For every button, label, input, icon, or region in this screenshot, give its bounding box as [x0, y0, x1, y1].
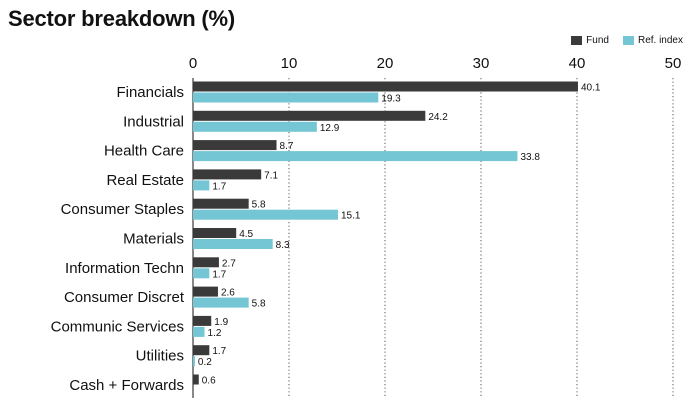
value-label-ref-index: 15.1	[341, 211, 361, 222]
x-tick-label: 20	[377, 55, 394, 72]
category-label: Industrial	[123, 113, 184, 130]
category-label: Financials	[116, 84, 184, 101]
x-tick-label: 30	[473, 55, 490, 72]
value-label-fund: 2.6	[221, 288, 235, 299]
value-label-fund: 1.9	[214, 317, 228, 328]
value-label-fund: 2.7	[222, 258, 236, 269]
bar-fund	[193, 198, 249, 209]
category-label: Communic Services	[51, 318, 184, 335]
bar-ref-index	[193, 92, 379, 103]
bar-fund	[193, 286, 218, 297]
value-label-fund: 8.7	[280, 141, 294, 152]
bar-ref-index	[193, 209, 338, 220]
category-label: Consumer Discret	[64, 289, 185, 306]
value-label-ref-index: 0.2	[198, 357, 212, 368]
x-tick-label: 0	[189, 55, 197, 72]
legend-label-fund: Fund	[586, 35, 609, 46]
legend-item-fund: Fund	[571, 35, 609, 46]
bar-ref-index	[193, 297, 249, 308]
legend-item-ref-index: Ref. index	[622, 35, 683, 46]
bar-ref-index	[193, 151, 518, 162]
value-label-fund: 5.8	[252, 200, 266, 211]
value-label-ref-index: 19.3	[381, 94, 401, 105]
category-label: Cash + Forwards	[69, 377, 184, 394]
category-label: Real Estate	[106, 172, 184, 189]
x-tick-label: 40	[569, 55, 586, 72]
bar-fund	[193, 345, 210, 356]
x-tick-label: 50	[665, 55, 682, 72]
chart-legend: Fund Ref. index	[571, 35, 683, 46]
value-label-ref-index: 5.8	[252, 299, 266, 310]
category-label: Consumer Staples	[61, 201, 184, 218]
value-label-ref-index: 1.2	[208, 328, 222, 339]
bar-fund	[193, 257, 219, 268]
bar-ref-index	[193, 356, 195, 367]
bar-ref-index	[193, 268, 210, 279]
value-label-fund: 1.7	[212, 346, 226, 357]
value-label-ref-index: 1.7	[212, 269, 226, 280]
x-tick-label: 10	[281, 55, 298, 72]
bar-fund	[193, 228, 237, 238]
value-label-ref-index: 1.7	[212, 181, 226, 192]
bar-fund	[193, 169, 262, 180]
bar-fund	[193, 315, 212, 326]
bar-ref-index	[193, 180, 210, 191]
bar-ref-index	[193, 239, 273, 249]
category-label: Utilities	[136, 348, 184, 365]
legend-swatch-ref-index	[622, 36, 634, 45]
bar-ref-index	[193, 326, 205, 337]
value-label-ref-index: 8.3	[276, 240, 290, 251]
value-label-fund: 7.1	[264, 170, 278, 181]
bar-fund	[193, 140, 277, 151]
value-label-fund: 40.1	[581, 83, 601, 94]
category-label: Materials	[123, 231, 184, 248]
legend-swatch-fund	[571, 36, 583, 45]
bar-fund	[193, 374, 199, 385]
category-label: Information Techn	[65, 260, 184, 277]
value-label-fund: 0.6	[202, 376, 216, 387]
page-title: Sector breakdown (%)	[8, 6, 236, 31]
bar-fund	[193, 110, 426, 121]
value-label-fund: 4.5	[239, 229, 253, 240]
value-label-ref-index: 12.9	[320, 123, 340, 134]
legend-label-ref-index: Ref. index	[637, 35, 683, 46]
category-label: Health Care	[104, 143, 184, 160]
value-label-fund: 24.2	[428, 112, 448, 123]
bar-fund	[193, 81, 578, 92]
bar-ref-index	[193, 121, 317, 132]
value-label-ref-index: 33.8	[520, 152, 540, 163]
